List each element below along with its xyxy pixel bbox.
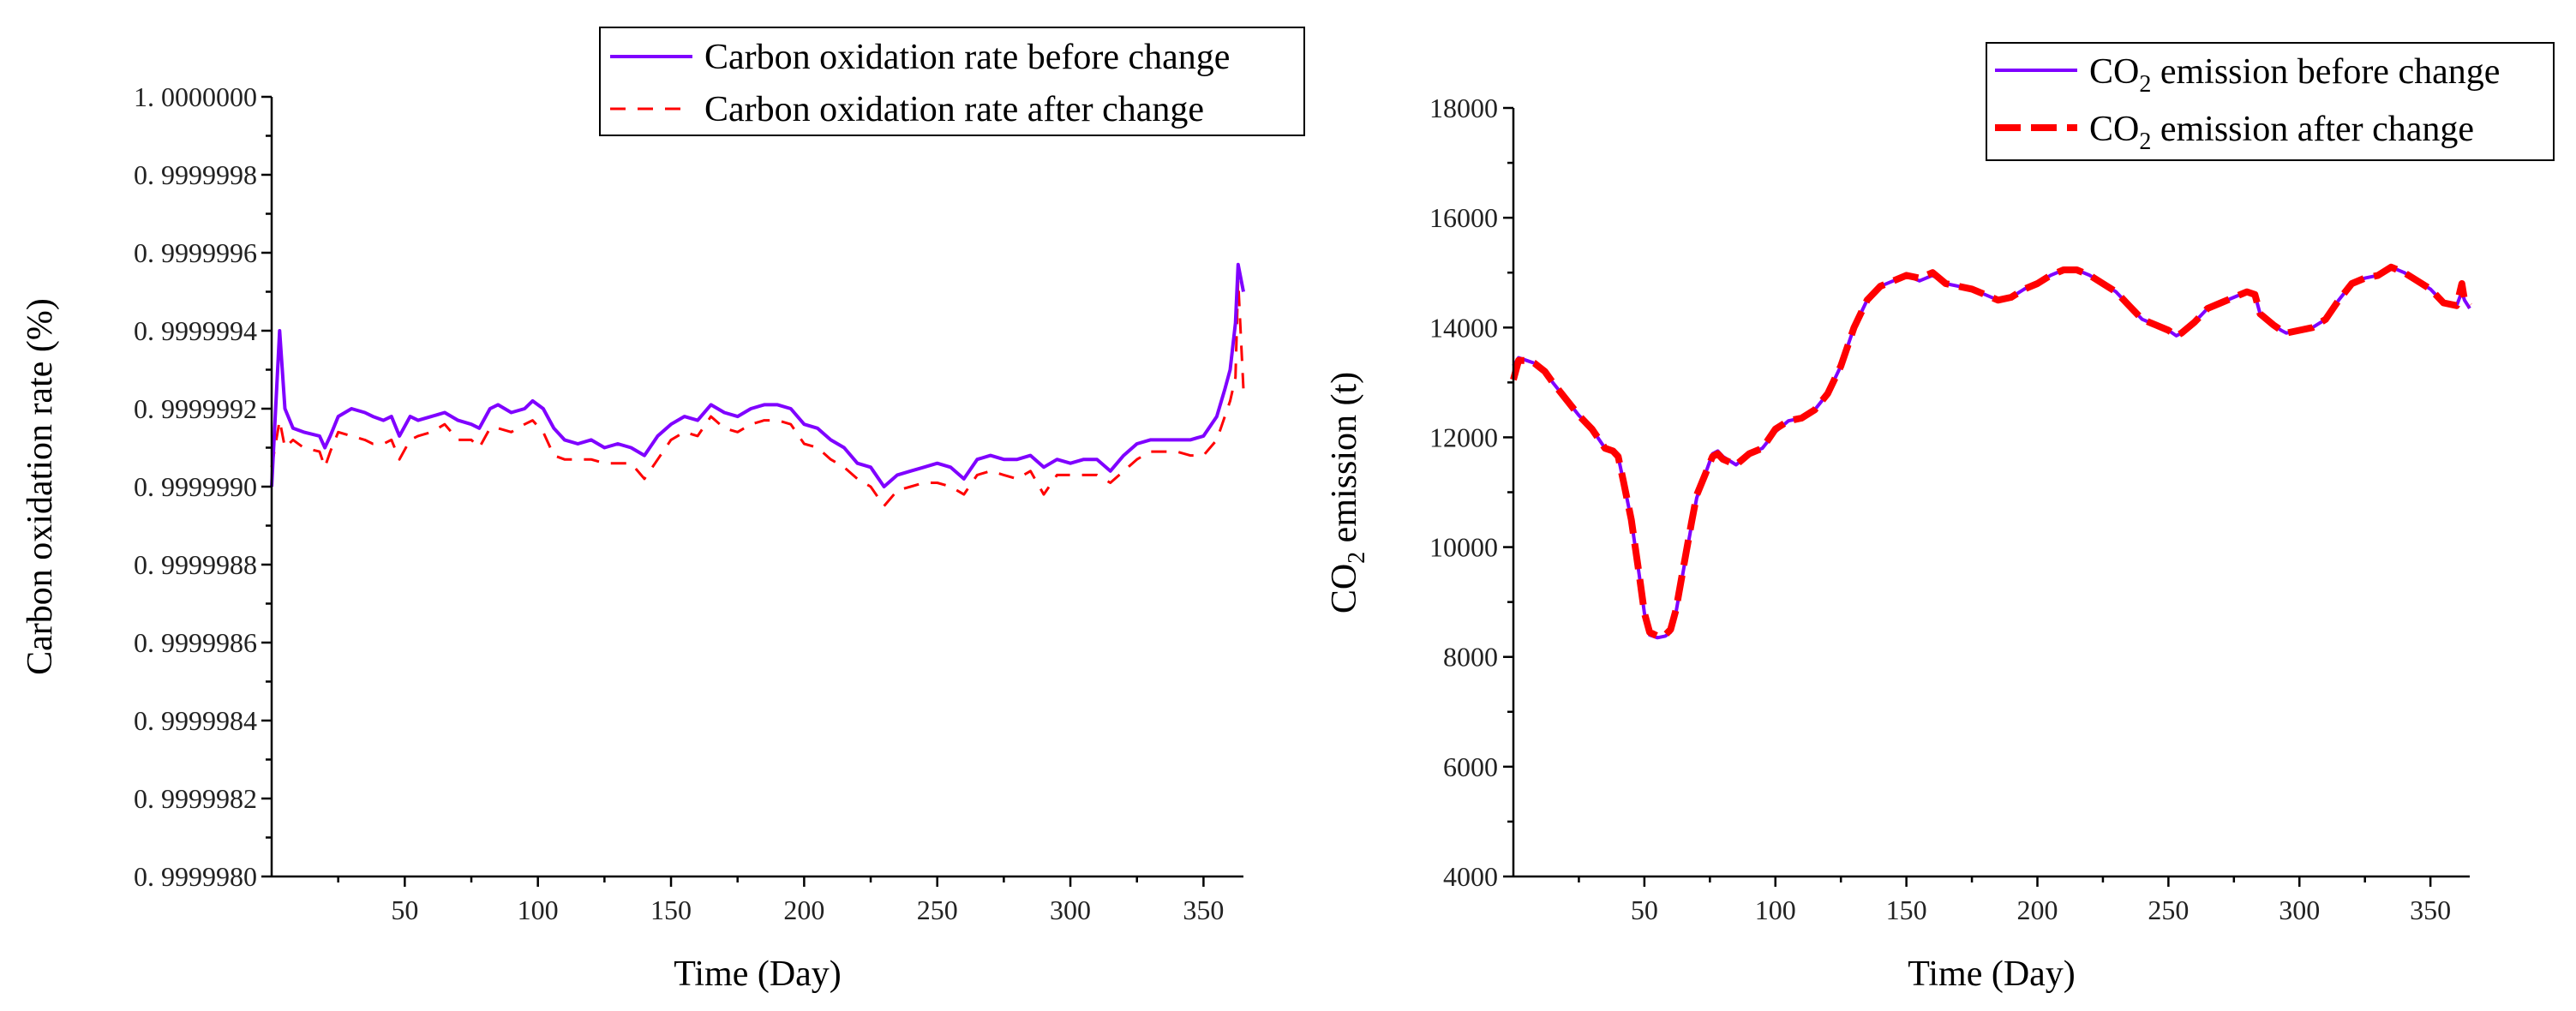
- chart-left-carbon-oxidation-rate: 0. 9999980 0. 9999982 0. 9999984 0. 9999986…: [21, 27, 1305, 994]
- right-y-tick-label: 16000: [1429, 202, 1498, 233]
- left-series-line-after: [270, 278, 1245, 508]
- left-x-tick-label: 50: [391, 894, 418, 925]
- left-x-tick-label: 100: [518, 894, 559, 925]
- right-y-axis-title-sub: 2: [1344, 552, 1370, 564]
- left-y-tick-label: 0. 9999992: [134, 393, 257, 424]
- right-legend-label-before-main: CO: [2089, 52, 2139, 92]
- right-y-tick-label: 8000: [1443, 642, 1498, 673]
- right-x-tick-label: 150: [1886, 894, 1927, 925]
- right-y-ticks: 4000 6000 8000 10000 12000 14000 16000 18000: [1429, 93, 1513, 892]
- right-x-tick-label: 350: [2410, 894, 2451, 925]
- left-x-ticks: 50 100 150 200 250 300 350: [337, 876, 1224, 925]
- left-y-tick-label: 0. 9999984: [134, 705, 257, 736]
- right-legend-label-after-rest: emission after change: [2151, 110, 2474, 149]
- right-y-axis-title-rest: emission (t): [1325, 372, 1364, 552]
- left-x-tick-label: 350: [1183, 894, 1224, 925]
- right-series-group: [1510, 263, 2472, 640]
- left-y-tick-label: 0. 9999996: [134, 237, 257, 268]
- right-y-tick-label: 12000: [1429, 422, 1498, 452]
- left-legend-label-before: Carbon oxidation rate before change: [704, 38, 1230, 77]
- left-y-tick-label: 0. 9999994: [134, 315, 257, 346]
- right-legend-label-before-rest: emission before change: [2151, 52, 2500, 92]
- right-x-tick-label: 250: [2148, 894, 2189, 925]
- right-x-axis-title: Time (Day): [1908, 954, 2076, 994]
- left-series-group: [270, 262, 1245, 508]
- right-y-tick-label: 4000: [1443, 861, 1498, 892]
- right-legend-label-after: CO2 emission after change: [2089, 110, 2474, 155]
- left-y-ticks: 0. 9999980 0. 9999982 0. 9999984 0. 9999986…: [134, 81, 272, 892]
- left-y-tick-label: 0. 9999980: [134, 861, 257, 892]
- left-y-tick-label: 1. 0000000: [134, 81, 257, 112]
- right-legend-label-before: CO2 emission before change: [2089, 52, 2500, 98]
- right-legend-box: [1986, 42, 2555, 161]
- left-x-axis-title: Time (Day): [674, 954, 842, 994]
- chart-right-co2-emission: 4000 6000 8000 10000 12000 14000 16000 18000 50…: [1325, 42, 2555, 994]
- right-y-tick-label: 6000: [1443, 751, 1498, 782]
- left-x-tick-label: 150: [650, 894, 692, 925]
- right-x-tick-label: 200: [2017, 894, 2058, 925]
- left-legend-label-after: Carbon oxidation rate after change: [704, 90, 1204, 129]
- right-x-ticks: 50 100 150 200 250 300 350: [1578, 876, 2451, 925]
- left-x-tick-label: 300: [1050, 894, 1091, 925]
- right-legend: CO2 emission before change CO2 emission …: [1986, 42, 2555, 161]
- left-y-tick-label: 0. 9999982: [134, 783, 257, 814]
- right-y-tick-label: 14000: [1429, 312, 1498, 343]
- right-x-tick-label: 300: [2279, 894, 2320, 925]
- left-y-tick-label: 0. 9999986: [134, 627, 257, 658]
- left-x-tick-label: 250: [917, 894, 958, 925]
- right-y-tick-label: 10000: [1429, 532, 1498, 563]
- right-x-tick-label: 50: [1631, 894, 1658, 925]
- right-x-tick-label: 100: [1755, 894, 1796, 925]
- right-series-line-after: [1510, 263, 2472, 640]
- left-y-tick-label: 0. 9999990: [134, 471, 257, 502]
- right-y-tick-label: 18000: [1429, 93, 1498, 123]
- right-legend-label-after-main: CO: [2089, 110, 2139, 149]
- left-y-tick-label: 0. 9999988: [134, 549, 257, 580]
- left-y-axis-title: Carbon oxidation rate (%): [21, 298, 60, 675]
- left-legend: Carbon oxidation rate before change Carb…: [599, 27, 1305, 136]
- left-x-tick-label: 200: [783, 894, 824, 925]
- right-y-axis-title: CO2 emission (t): [1325, 372, 1370, 613]
- left-y-tick-label: 0. 9999998: [134, 159, 257, 190]
- right-legend-label-before-sub: 2: [2139, 71, 2151, 98]
- right-legend-label-after-sub: 2: [2139, 129, 2151, 155]
- left-legend-box: [599, 27, 1305, 136]
- right-y-axis-title-main: CO: [1325, 564, 1364, 613]
- left-series-line-before: [270, 262, 1245, 488]
